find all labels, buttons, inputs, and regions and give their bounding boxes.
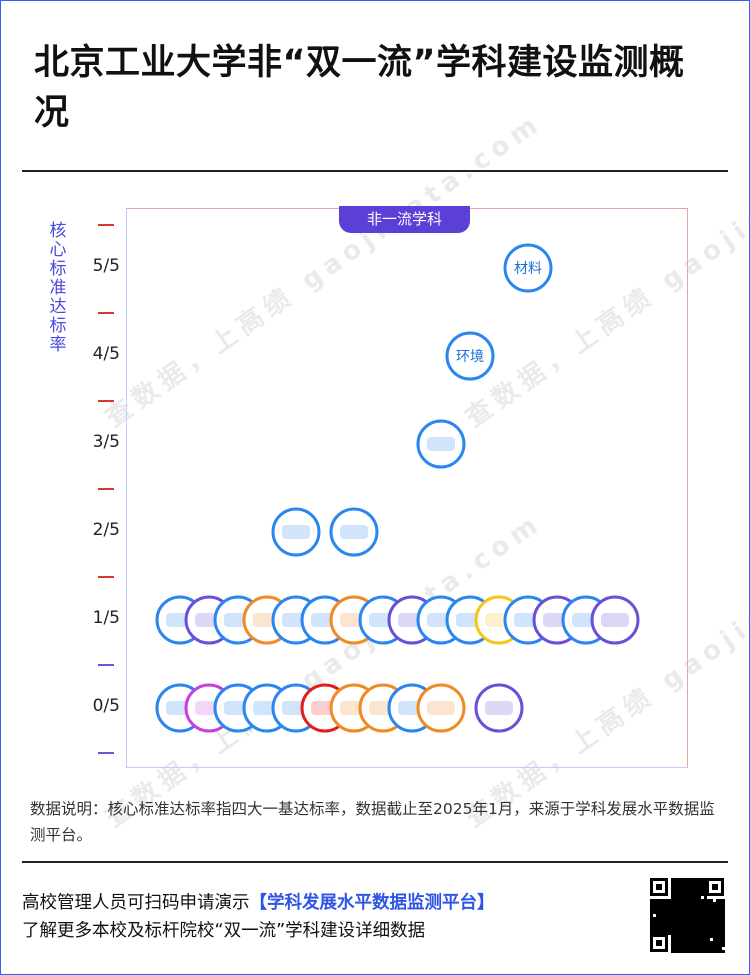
data-point[interactable]	[416, 683, 466, 733]
y-axis-label-char: 核	[49, 221, 67, 241]
point-circle	[416, 419, 466, 469]
y-tick-label: 5/5	[92, 256, 120, 276]
redacted-label	[427, 701, 455, 715]
point-label: 材料	[514, 261, 542, 277]
category-badge: 非一流学科	[339, 206, 470, 233]
point-label: 环境	[456, 349, 484, 365]
y-tick-mark	[98, 400, 114, 402]
point-circle	[329, 507, 379, 557]
point-circle	[590, 595, 640, 645]
data-point[interactable]: 环境	[445, 331, 495, 381]
data-point[interactable]	[416, 419, 466, 469]
point-circle	[271, 507, 321, 557]
y-axis-label-char: 心	[49, 240, 67, 260]
footer-line1-prefix: 高校管理人员可扫码申请演示	[22, 893, 250, 913]
y-tick-mark	[98, 224, 114, 226]
y-tick-label: 3/5	[92, 432, 120, 452]
y-axis-label: 核心标准达标率	[45, 222, 71, 355]
point-circle	[503, 243, 553, 293]
y-tick-mark	[98, 576, 114, 578]
y-tick-label: 4/5	[92, 344, 120, 364]
y-axis-label-char: 标	[49, 259, 67, 279]
footer-line2: 了解更多本校及标杆院校“双一流”学科建设详细数据	[22, 921, 426, 941]
y-tick-mark	[98, 664, 114, 666]
redacted-label	[601, 613, 629, 627]
redacted-label	[340, 525, 368, 539]
y-tick-mark	[98, 312, 114, 314]
page-title: 北京工业大学非“双一流”学科建设监测概况	[34, 43, 685, 133]
data-note: 数据说明：核心标准达标率指四大一基达标率，数据截止至2025年1月，来源于学科发…	[30, 800, 715, 844]
title-divider	[22, 170, 728, 172]
y-axis-label-char: 标	[49, 316, 67, 336]
data-point[interactable]	[329, 507, 379, 557]
y-tick-mark	[98, 752, 114, 754]
footer-divider	[22, 861, 728, 863]
point-circle	[445, 331, 495, 381]
y-tick-label: 0/5	[92, 696, 120, 716]
y-tick-mark	[98, 488, 114, 490]
data-point[interactable]: 材料	[503, 243, 553, 293]
point-circle	[416, 683, 466, 733]
qr-code-icon[interactable]	[648, 876, 726, 954]
y-tick-label: 1/5	[92, 608, 120, 628]
y-tick-label: 2/5	[92, 520, 120, 540]
y-axis-label-char: 达	[49, 297, 67, 317]
data-point[interactable]	[590, 595, 640, 645]
redacted-label	[427, 437, 455, 451]
y-axis-label-char: 率	[49, 335, 67, 355]
footer-text: 高校管理人员可扫码申请演示【学科发展水平数据监测平台】 了解更多本校及标杆院校“…	[22, 889, 622, 945]
data-point[interactable]	[474, 683, 524, 733]
point-circle	[474, 683, 524, 733]
platform-link[interactable]: 【学科发展水平数据监测平台】	[249, 893, 495, 913]
redacted-label	[485, 701, 513, 715]
redacted-label	[282, 525, 310, 539]
y-axis-label-char: 准	[49, 278, 67, 298]
data-point[interactable]	[271, 507, 321, 557]
